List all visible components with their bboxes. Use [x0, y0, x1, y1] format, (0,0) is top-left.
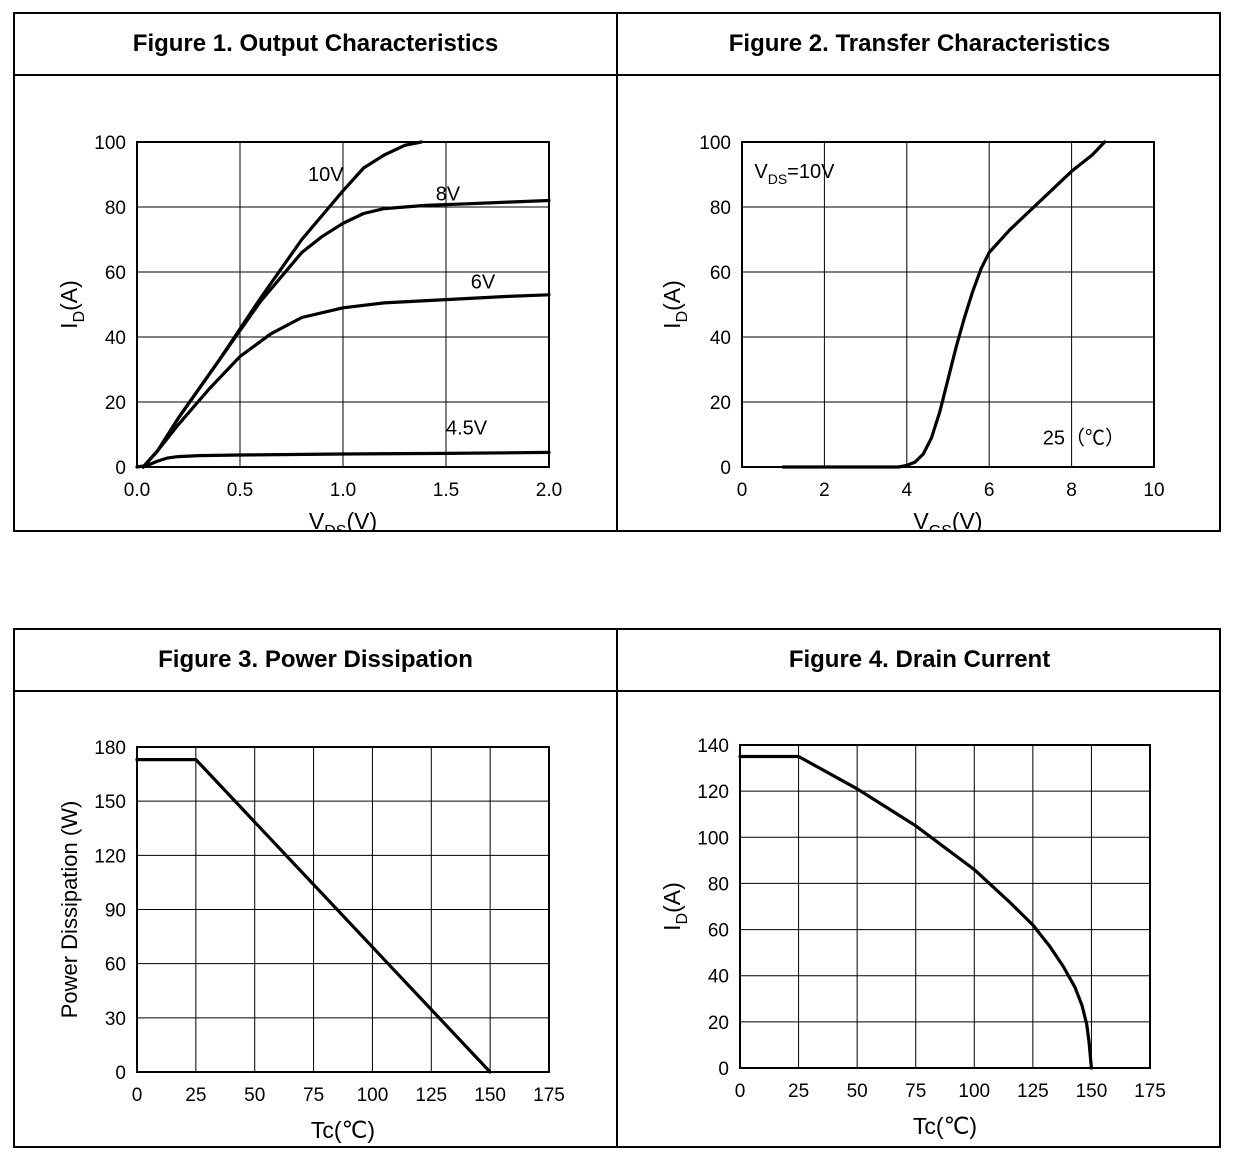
y-tick-label: 80	[708, 874, 729, 895]
top-figure-table: Figure 1. Output Characteristics 0.0 0.5 1…	[13, 12, 1221, 532]
x-tick-label: 50	[847, 1081, 868, 1102]
series-line-25	[781, 140, 1107, 469]
curve-annotation: VDS=10V	[754, 161, 835, 187]
y-tick-label: 40	[105, 328, 126, 349]
figure-1-chart: 0.0 0.5 1.0 1.5 2.0 0 20 40 60 80 100 VDS(V) ID(A) 10…	[56, 133, 562, 530]
y-tick-label: 20	[105, 393, 126, 414]
figure-4-title: Figure 4. Drain Current	[618, 630, 1221, 692]
x-tick-label: 2	[819, 480, 830, 501]
x-tick-label: 6	[984, 480, 995, 501]
y-tick-label: 60	[105, 263, 126, 284]
x-tick-label: 150	[1076, 1081, 1108, 1102]
y-tick-label: 150	[94, 792, 126, 813]
figure-2-chart: 0246810020406080100VGS(V)ID(A)VDS=10V25（…	[659, 133, 1165, 530]
x-tick-label: 1.5	[433, 480, 459, 501]
x-tick-label: 175	[533, 1085, 565, 1106]
y-tick-label: 60	[710, 263, 731, 284]
y-axis-label: Power Dissipation (W)	[57, 801, 82, 1019]
y-tick-label: 0	[720, 458, 731, 479]
plot-frame	[136, 141, 550, 468]
x-tick-label: 0	[132, 1085, 143, 1106]
figure-2-cell: Figure 2. Transfer Characteristics 0 2 4 6 8…	[618, 14, 1221, 530]
figure-3-cell: Figure 3. Power Dissipation 0 25 50 75 100 12…	[15, 630, 618, 1146]
x-tick-label: 4	[902, 480, 913, 501]
figure-1-cell: Figure 1. Output Characteristics 0.0 0.5 1…	[15, 14, 618, 530]
figure-1-title: Figure 1. Output Characteristics	[15, 14, 616, 76]
x-tick-label: 100	[958, 1081, 990, 1102]
x-tick-label: 25	[185, 1085, 206, 1106]
y-tick-label: 80	[105, 198, 126, 219]
y-tick-label: 100	[94, 133, 126, 154]
y-axis-label: ID(A)	[56, 280, 88, 329]
x-tick-label: 125	[415, 1085, 447, 1106]
curve-annotation: 4.5V	[446, 418, 488, 440]
y-tick-label: 40	[708, 967, 729, 988]
x-tick-label: 2.0	[536, 480, 562, 501]
series-line-4-5V	[135, 450, 551, 469]
curve-annotation: 10V	[308, 164, 344, 186]
x-axis-label: VGS(V)	[913, 508, 982, 530]
curve-annotation: 25（℃）	[1043, 426, 1125, 449]
x-tick-label: 175	[1134, 1081, 1166, 1102]
curve-annotation: 6V	[471, 271, 496, 293]
figure-2-title: Figure 2. Transfer Characteristics	[618, 14, 1221, 76]
y-tick-label: 80	[710, 198, 731, 219]
figure-3-chart: 0 25 50 75 100 125 150 175 0 30 60 90 120 150 180 Tc(℃)…	[57, 738, 565, 1143]
y-tick-label: 140	[697, 736, 729, 757]
plot-frame	[741, 141, 1155, 468]
plot-frame	[739, 744, 1151, 1069]
y-tick-label: 90	[105, 901, 126, 922]
y-axis-label: ID(A)	[659, 280, 691, 329]
x-axis-label: Tc(℃)	[311, 1117, 375, 1143]
x-tick-label: 150	[474, 1085, 506, 1106]
figure-4-cell: Figure 4. Drain Current 0 25 50 75 100 125 150…	[618, 630, 1221, 1146]
x-axis-label: VDS(V)	[309, 508, 377, 530]
plot-frame	[136, 746, 550, 1073]
x-tick-label: 125	[1017, 1081, 1049, 1102]
figure-4-chart: 0 25 50 75 100 125 150 175 0 20 40 60 80 100 120 140 Tc(…	[659, 736, 1166, 1139]
y-tick-label: 100	[699, 133, 731, 154]
x-axis-label: Tc(℃)	[913, 1113, 977, 1139]
x-tick-label: 0	[735, 1081, 746, 1102]
series-line-Power-Dissipation	[135, 758, 492, 1074]
y-tick-label: 60	[105, 955, 126, 976]
x-tick-label: 75	[303, 1085, 324, 1106]
x-tick-label: 1.0	[330, 480, 356, 501]
x-tick-label: 0.0	[124, 480, 150, 501]
curve-annotation: 8V	[436, 184, 461, 206]
x-tick-label: 0	[737, 480, 748, 501]
series-line-8V	[141, 198, 551, 469]
y-tick-label: 180	[94, 738, 126, 759]
x-tick-label: 0.5	[227, 480, 253, 501]
x-tick-label: 25	[788, 1081, 809, 1102]
x-tick-label: 75	[905, 1081, 926, 1102]
x-tick-label: 50	[244, 1085, 265, 1106]
y-axis-label: ID(A)	[659, 882, 691, 931]
y-tick-label: 0	[115, 458, 126, 479]
x-tick-label: 10	[1143, 480, 1164, 501]
y-tick-label: 120	[94, 846, 126, 867]
y-tick-label: 100	[697, 828, 729, 849]
y-tick-label: 0	[115, 1063, 126, 1084]
y-tick-label: 30	[105, 1009, 126, 1030]
y-tick-label: 20	[708, 1013, 729, 1034]
y-tick-label: 40	[710, 328, 731, 349]
x-tick-label: 100	[357, 1085, 389, 1106]
y-tick-label: 0	[718, 1059, 729, 1080]
series-line-Drain-Current	[738, 754, 1093, 1070]
x-tick-label: 8	[1066, 480, 1077, 501]
series-line-6V	[141, 293, 551, 469]
figure-3-title: Figure 3. Power Dissipation	[15, 630, 616, 692]
y-tick-label: 120	[697, 782, 729, 803]
y-tick-label: 60	[708, 921, 729, 942]
bottom-figure-table: Figure 3. Power Dissipation 0 25 50 75 100 12…	[13, 628, 1221, 1148]
y-tick-label: 20	[710, 393, 731, 414]
